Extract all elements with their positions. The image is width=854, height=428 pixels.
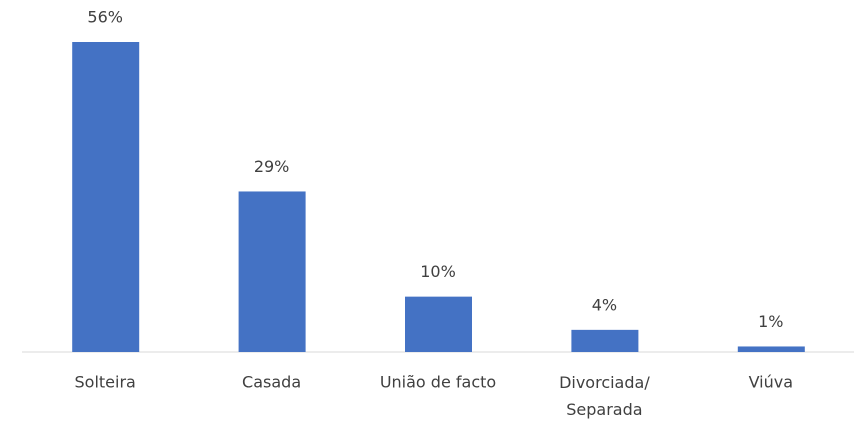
x-tick-label: Viúva <box>749 373 793 392</box>
value-label: 1% <box>758 312 783 331</box>
value-label: 10% <box>420 262 456 281</box>
x-tick-label: Solteira <box>75 373 136 392</box>
x-tick-label: Divorciada/Separada <box>559 373 650 419</box>
value-label: 29% <box>254 157 290 176</box>
bar <box>405 296 472 352</box>
bar <box>737 346 805 352</box>
value-label: 4% <box>592 295 617 314</box>
bar <box>72 42 140 352</box>
x-tick-label: Casada <box>242 373 301 392</box>
x-tick-label: União de facto <box>380 373 496 392</box>
value-label: 56% <box>87 8 123 27</box>
bar <box>238 191 306 352</box>
bar <box>571 329 639 352</box>
